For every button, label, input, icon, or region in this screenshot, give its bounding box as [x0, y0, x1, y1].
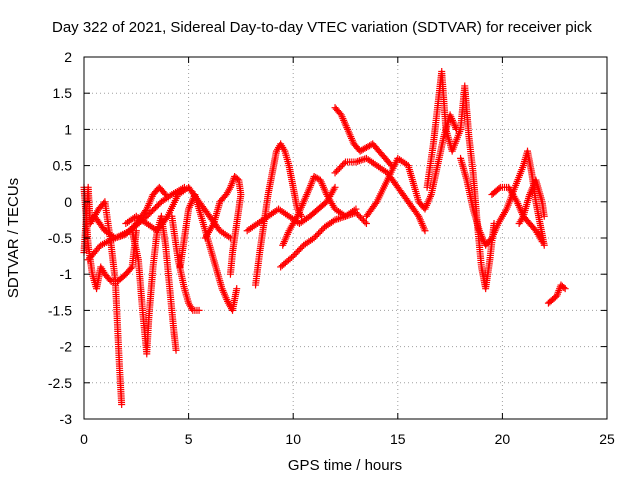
data-point-marker — [233, 285, 241, 293]
data-point-marker — [294, 247, 302, 255]
data-point-marker — [355, 212, 363, 220]
data-point-marker — [339, 161, 347, 169]
data-point-marker — [291, 251, 299, 259]
data-point-marker — [313, 174, 321, 182]
data-point-marker — [292, 249, 300, 257]
data-point-marker — [372, 199, 380, 207]
data-point-marker — [561, 285, 569, 293]
data-point-marker — [337, 163, 345, 171]
y-axis-ticks: -3 -2.5 -2 -1.5 -1 -0.5 0 0.5 1 1.5 2 — [48, 49, 607, 427]
data-point-marker — [180, 183, 188, 191]
data-point-marker — [315, 229, 323, 237]
data-point-marker — [495, 185, 503, 193]
data-point-marker — [126, 226, 134, 234]
data-point-marker — [331, 169, 339, 177]
x-axis-ticks: 0 5 10 15 20 25 — [80, 57, 615, 447]
x-tick-label: 15 — [390, 431, 406, 447]
y-tick-label: 0.5 — [53, 158, 73, 174]
data-point-marker — [357, 156, 365, 164]
data-point-marker — [316, 228, 324, 236]
data-point-marker — [334, 166, 342, 174]
data-point-marker — [354, 157, 362, 165]
data-point-marker — [318, 226, 326, 234]
data-point-marker — [312, 232, 320, 240]
data-point-marker — [128, 224, 136, 232]
y-tick-label: 0 — [64, 194, 72, 210]
grid-lines — [84, 57, 607, 419]
data-point-marker — [336, 164, 344, 172]
data-point-marker — [125, 227, 133, 235]
y-tick-label: -2 — [60, 339, 73, 355]
x-tick-label: 10 — [285, 431, 301, 447]
data-point-marker — [195, 306, 203, 314]
data-point-marker — [352, 209, 360, 217]
data-point-marker — [421, 227, 429, 235]
data-point-marker — [358, 215, 366, 223]
y-tick-label: -3 — [60, 411, 73, 427]
y-tick-label: 1.5 — [53, 85, 73, 101]
y-axis-label: SDTVAR / TECUs — [5, 178, 22, 298]
data-point-marker — [356, 213, 364, 221]
data-point-marker — [361, 155, 369, 163]
data-point-marker — [310, 234, 318, 242]
data-point-marker — [313, 231, 321, 239]
data-point-marker — [560, 283, 568, 291]
y-tick-label: -1.5 — [48, 302, 72, 318]
data-point-marker — [123, 229, 131, 237]
x-tick-label: 25 — [599, 431, 615, 447]
x-tick-label: 0 — [80, 431, 88, 447]
x-tick-label: 5 — [185, 431, 193, 447]
data-point-marker — [538, 238, 546, 246]
data-point-marker — [362, 220, 370, 228]
y-tick-label: 1 — [64, 121, 72, 137]
data-point-marker — [122, 230, 130, 238]
data-point-marker — [340, 160, 348, 168]
data-point-marker — [361, 218, 369, 226]
data-point-marker — [297, 244, 305, 252]
data-point-marker — [233, 175, 241, 183]
data-point-marker — [359, 216, 367, 224]
data-point-marker — [289, 252, 297, 260]
x-tick-label: 20 — [495, 431, 511, 447]
data-point-marker — [540, 241, 548, 249]
data-point-marker — [540, 212, 548, 220]
data-point-marker — [162, 191, 170, 199]
y-tick-label: -1 — [60, 266, 73, 282]
chart-title: Day 322 of 2021, Sidereal Day-to-day VTE… — [52, 19, 592, 36]
data-point-marker — [172, 346, 180, 354]
data-point-marker — [160, 189, 168, 197]
y-tick-label: -2.5 — [48, 375, 72, 391]
data-point-marker — [355, 157, 363, 165]
data-point-marker — [295, 246, 303, 254]
data-point-marker — [331, 183, 339, 191]
data-point-marker — [129, 223, 137, 231]
data-point-marker — [333, 167, 341, 175]
x-axis-label: GPS time / hours — [288, 457, 402, 474]
y-tick-label: -0.5 — [48, 230, 72, 246]
data-points — [80, 67, 569, 409]
data-point-marker — [353, 210, 361, 218]
data-point-marker — [106, 276, 114, 284]
data-point-marker — [127, 264, 135, 272]
data-point-marker — [226, 270, 234, 278]
y-tick-label: 2 — [64, 49, 72, 65]
data-point-marker — [118, 401, 126, 409]
